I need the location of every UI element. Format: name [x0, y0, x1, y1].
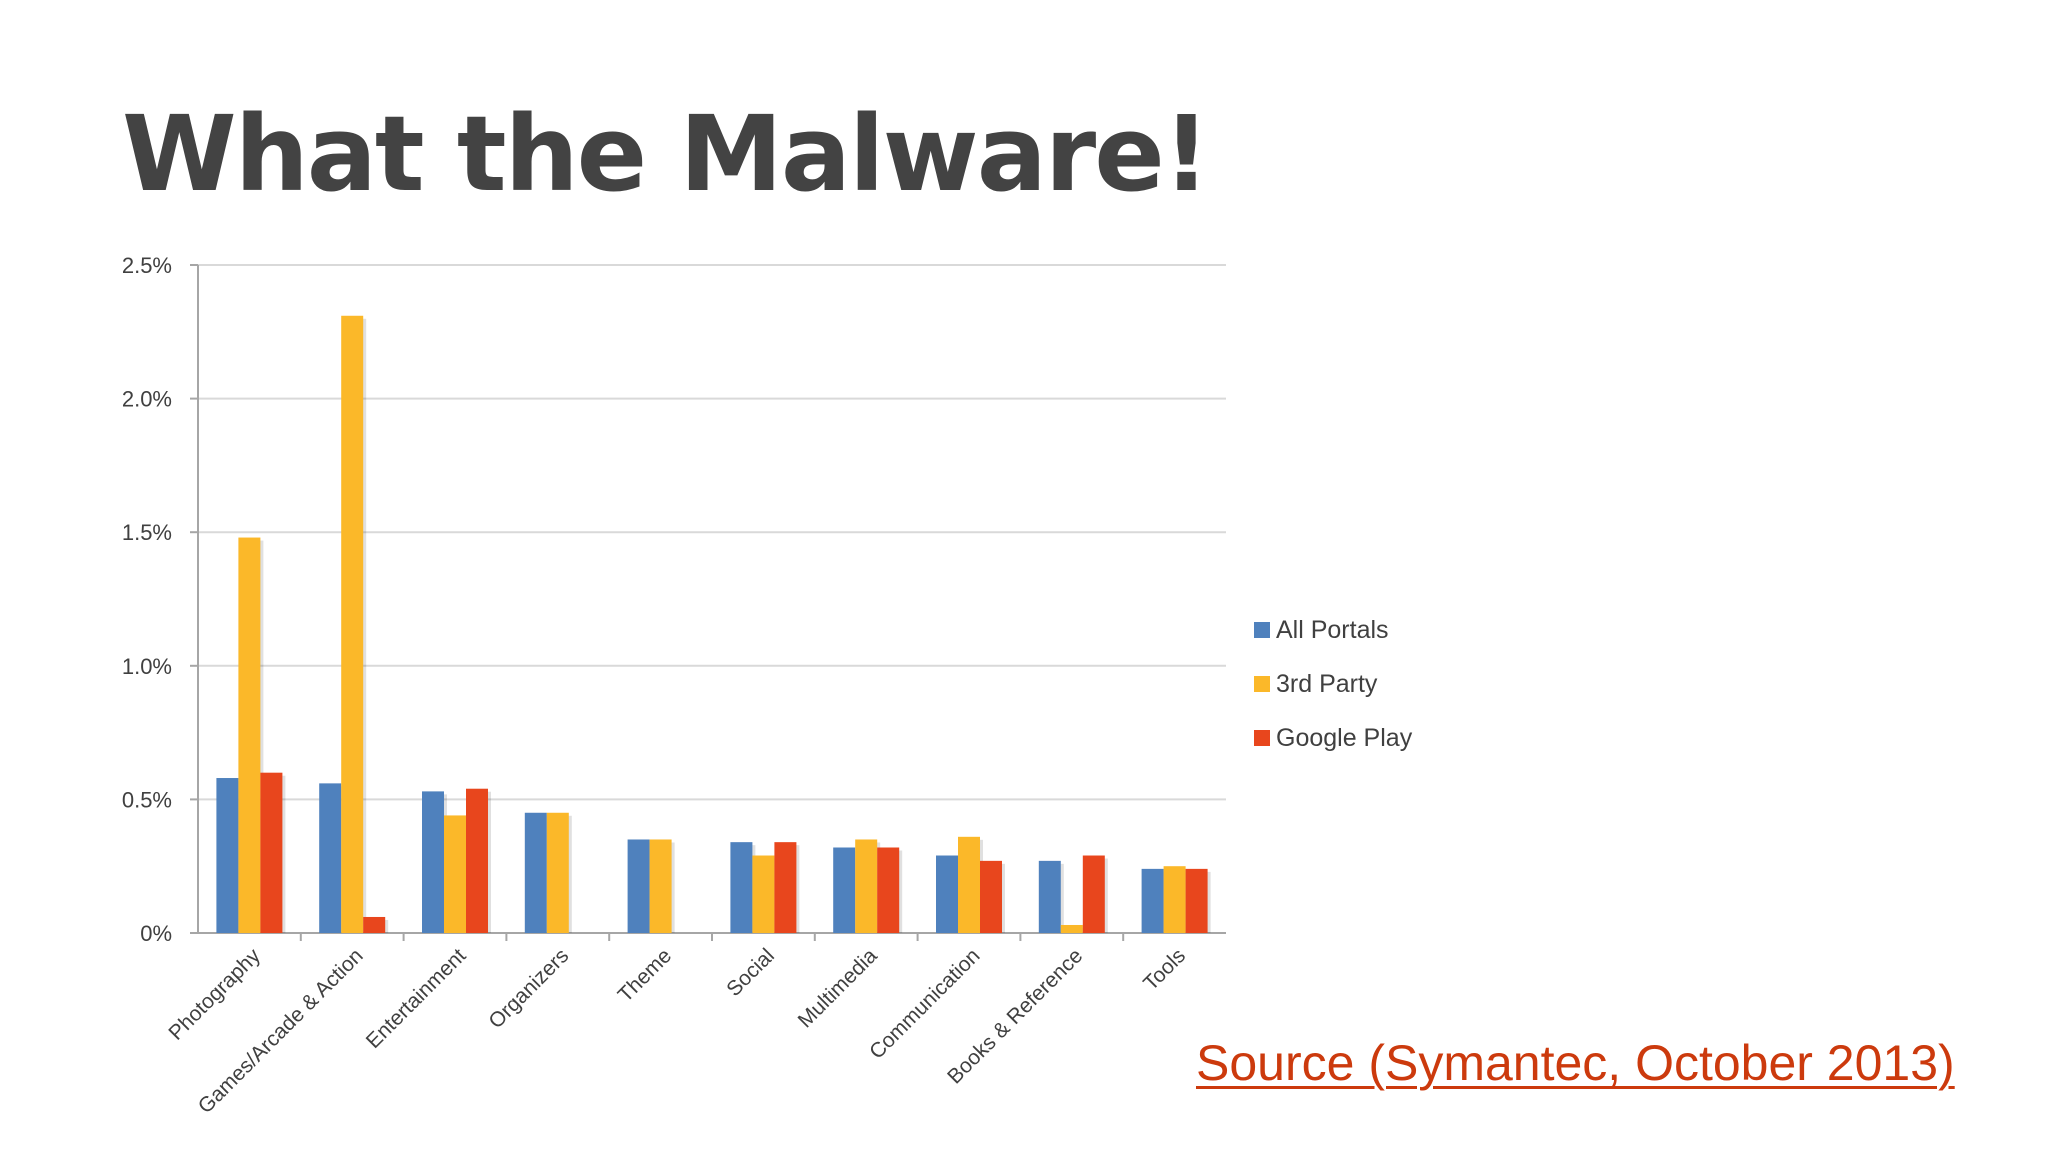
y-tick-label: 1.0% — [122, 654, 172, 679]
x-category-label: Entertainment — [362, 944, 471, 1053]
x-category-label: Organizers — [484, 944, 573, 1033]
bar-all-portals — [524, 812, 547, 933]
x-category-label: Communication — [865, 944, 984, 1063]
legend-swatch — [1254, 676, 1270, 692]
legend-swatch — [1254, 622, 1270, 638]
x-category-label: Photography — [164, 944, 265, 1045]
bar-3rd-party — [958, 836, 980, 933]
source-link[interactable]: Source (Symantec, October 2013) — [1196, 1035, 1955, 1091]
bar-all-portals — [1141, 868, 1164, 933]
bar-all-portals — [216, 778, 239, 933]
bar-3rd-party — [752, 855, 775, 933]
bar-3rd-party — [546, 812, 569, 933]
legend-label: Google Play — [1276, 724, 1413, 752]
bar-google-play — [1082, 855, 1105, 933]
bar-all-portals — [1038, 860, 1061, 933]
bar-3rd-party — [855, 839, 878, 933]
bar-google-play — [260, 772, 283, 933]
bar-3rd-party — [649, 839, 672, 933]
bar-all-portals — [833, 847, 856, 933]
x-category-label: Multimedia — [794, 944, 882, 1032]
slide-title: What the Malware! — [122, 93, 1210, 215]
x-category-label: Games/Arcade & Action — [194, 944, 368, 1118]
y-tick-label: 0.5% — [122, 787, 172, 812]
x-category-label: Tools — [1139, 944, 1190, 995]
y-tick-label: 0% — [140, 921, 172, 946]
bar-3rd-party — [341, 315, 364, 933]
x-category-label: Theme — [614, 944, 676, 1006]
bar-google-play — [1185, 868, 1208, 933]
y-tick-label: 2.0% — [122, 387, 172, 412]
bar-google-play — [466, 788, 488, 933]
bar-google-play — [877, 847, 900, 933]
bar-all-portals — [422, 791, 444, 933]
bar-3rd-party — [238, 537, 261, 933]
x-category-label: Social — [722, 944, 779, 1001]
bar-all-portals — [730, 842, 753, 933]
legend-label: 3rd Party — [1276, 670, 1378, 698]
y-tick-label: 1.5% — [122, 520, 172, 545]
bar-all-portals — [936, 855, 958, 933]
bar-google-play — [774, 842, 797, 933]
bar-3rd-party — [1060, 924, 1083, 933]
legend-swatch — [1254, 730, 1270, 746]
bar-3rd-party — [1163, 866, 1186, 933]
bar-google-play — [980, 860, 1002, 933]
legend-label: All Portals — [1276, 616, 1389, 644]
y-tick-label: 2.5% — [122, 253, 172, 278]
bar-all-portals — [627, 839, 650, 933]
bar-google-play — [363, 916, 386, 933]
bar-all-portals — [319, 783, 342, 933]
bar-3rd-party — [444, 815, 466, 933]
